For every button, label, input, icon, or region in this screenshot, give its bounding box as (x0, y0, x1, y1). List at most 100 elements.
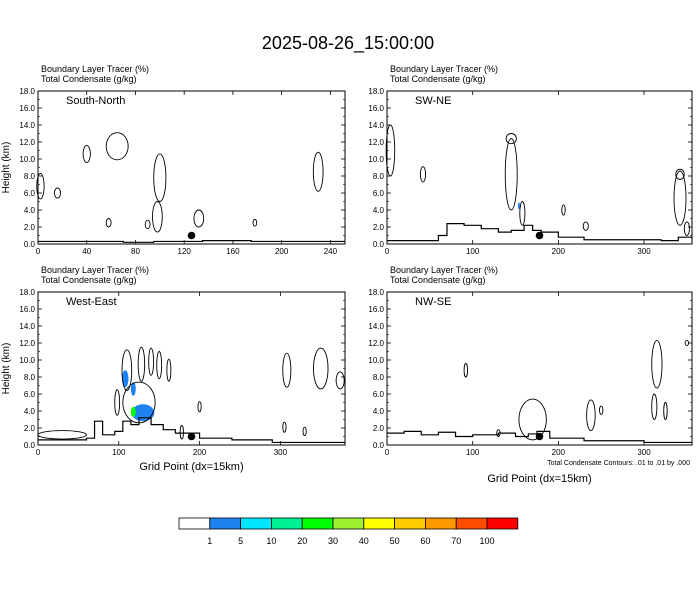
y-tick-label: 16.0 (19, 104, 35, 113)
x-tick-label: 100 (466, 448, 480, 457)
terrain-line (38, 417, 345, 444)
condensate-contour (252, 218, 258, 227)
x-tick-label: 0 (36, 247, 41, 256)
colorbar-swatch (455, 517, 488, 530)
y-tick-label: 8.0 (373, 373, 385, 382)
y-tick-label: 6.0 (24, 390, 36, 399)
panel-header-line: Boundary Layer Tracer (%) (41, 265, 149, 275)
colorbar-swatch (394, 517, 426, 530)
colorbar-label: 1 (207, 536, 212, 546)
condensate-contour (519, 201, 526, 226)
condensate-contour (82, 144, 91, 163)
y-tick-label: 14.0 (19, 322, 35, 331)
condensate-contour (586, 399, 596, 432)
y-tick-label: 14.0 (19, 121, 35, 130)
condensate-contour (37, 430, 87, 440)
y-tick-label: 2.0 (24, 223, 36, 232)
y-tick-label: 12.0 (19, 138, 35, 147)
tracer-shade (517, 202, 520, 210)
panel-sw-ne: Boundary Layer Tracer (%)Total Condensat… (368, 64, 693, 256)
y-tick-label: 10.0 (368, 356, 384, 365)
y-tick-label: 14.0 (368, 322, 384, 331)
panel-name: SW-NE (415, 95, 451, 107)
colorbar-label: 5 (238, 536, 243, 546)
condensate-contour (651, 340, 663, 389)
y-tick-label: 2.0 (24, 424, 36, 433)
condensate-contour (36, 172, 45, 200)
panel-nw-se: Boundary Layer Tracer (%)Total Condensat… (368, 265, 693, 485)
panel-west-east: Boundary Layer Tracer (%)Total Condensat… (1, 265, 346, 473)
plot-frame (37, 90, 346, 245)
panel-header-line: Total Condensate (g/kg) (41, 74, 137, 84)
y-tick-label: 16.0 (368, 305, 384, 314)
y-tick-label: 4.0 (373, 206, 385, 215)
condensate-contour (53, 187, 61, 199)
location-marker (535, 231, 544, 240)
y-tick-label: 4.0 (24, 206, 36, 215)
y-tick-label: 2.0 (373, 424, 385, 433)
condensate-contour (105, 218, 112, 228)
y-tick-label: 8.0 (24, 373, 36, 382)
x-tick-label: 120 (178, 247, 192, 256)
panel-header-line: Boundary Layer Tracer (%) (390, 64, 498, 74)
colorbar-swatch (209, 517, 242, 530)
condensate-contour (282, 352, 292, 388)
y-tick-label: 0.0 (24, 240, 36, 249)
y-tick-label: 18.0 (368, 87, 384, 96)
y-tick-label: 4.0 (24, 407, 36, 416)
colorbar-label: 60 (420, 536, 430, 546)
colorbar-swatch (270, 517, 303, 530)
y-tick-label: 0.0 (373, 441, 385, 450)
y-tick-label: 8.0 (373, 172, 385, 181)
condensate-contour (152, 201, 163, 233)
condensate-contour (504, 138, 518, 211)
condensate-contour (197, 401, 202, 413)
plot-frame (386, 90, 693, 245)
condensate-contour (419, 166, 427, 183)
y-tick-label: 6.0 (373, 390, 385, 399)
x-tick-label: 0 (36, 448, 41, 457)
y-tick-label: 10.0 (19, 155, 35, 164)
plot-frame (386, 291, 693, 446)
y-tick-label: 6.0 (24, 189, 36, 198)
y-tick-label: 18.0 (19, 288, 35, 297)
condensate-contour (282, 421, 287, 433)
panel-header-line: Boundary Layer Tracer (%) (41, 64, 149, 74)
terrain-line (38, 240, 345, 243)
colorbar-swatch (301, 517, 334, 530)
panel-header-line: Total Condensate (g/kg) (390, 74, 486, 84)
x-tick-label: 200 (552, 448, 566, 457)
terrain-line (387, 430, 692, 444)
colorbar-label: 30 (328, 536, 338, 546)
panel-name: South-North (66, 95, 125, 107)
y-tick-label: 16.0 (368, 104, 384, 113)
y-tick-label: 18.0 (19, 87, 35, 96)
y-tick-label: 2.0 (373, 223, 385, 232)
contour-footnote: Total Condensate Contours: .01 to .01 by… (547, 460, 690, 467)
tracer-shade (131, 404, 155, 422)
y-tick-label: 12.0 (19, 339, 35, 348)
x-tick-label: 0 (385, 247, 390, 256)
colorbar-swatch (363, 517, 395, 530)
condensate-contour (518, 398, 547, 441)
colorbar-swatch (240, 517, 272, 530)
y-tick-label: 12.0 (368, 138, 384, 147)
figure-title: 2025-08-26_15:00:00 (262, 33, 434, 54)
x-tick-label: 0 (385, 448, 390, 457)
panel-name: NW-SE (415, 296, 451, 308)
x-tick-label: 300 (637, 247, 651, 256)
condensate-contour (312, 151, 324, 192)
condensate-contour (599, 405, 604, 415)
colorbar-label: 50 (390, 536, 400, 546)
plot-frame (37, 291, 346, 446)
x-tick-label: 200 (275, 247, 289, 256)
condensate-contour (179, 425, 184, 440)
condensate-contour (166, 358, 172, 382)
y-tick-label: 4.0 (373, 407, 385, 416)
location-marker (535, 432, 544, 441)
condensate-contour (114, 389, 121, 416)
x-tick-label: 200 (193, 448, 207, 457)
condensate-contour (582, 221, 589, 231)
y-tick-label: 16.0 (19, 305, 35, 314)
